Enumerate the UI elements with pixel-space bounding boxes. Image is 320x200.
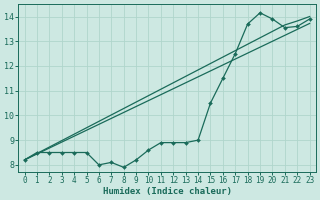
X-axis label: Humidex (Indice chaleur): Humidex (Indice chaleur): [103, 187, 232, 196]
